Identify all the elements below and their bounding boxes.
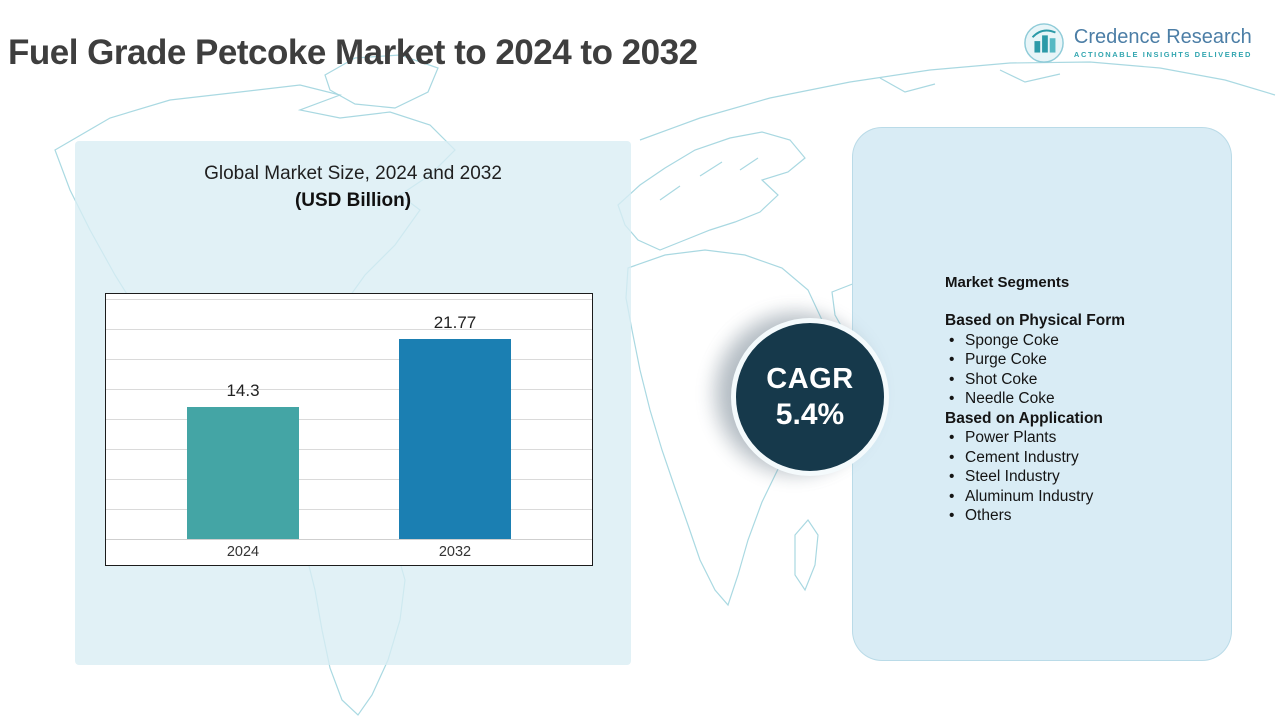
segment-item: Shot Coke	[945, 370, 1201, 390]
chart-x-axis: 2024 2032	[106, 539, 592, 565]
chart-title: Global Market Size, 2024 and 2032	[204, 163, 502, 184]
segments-heading: Market Segments	[945, 274, 1070, 291]
bar-2032	[399, 339, 511, 539]
chart-plot-area: 14.3 21.77	[106, 294, 592, 539]
bar-group-2024: 14.3	[168, 381, 318, 539]
credence-logo-icon	[1024, 23, 1064, 63]
segments-panel: Market Segments Based on Physical Form S…	[852, 127, 1232, 661]
brand-logo: Credence Research Actionable Insights De…	[1023, 22, 1252, 64]
market-size-panel: Global Market Size, 2024 and 2032 (USD B…	[75, 141, 631, 665]
axis-label-2032: 2032	[438, 544, 472, 560]
physical-form-list: Sponge Coke Purge Coke Shot Coke Needle …	[945, 331, 1201, 409]
cagr-value: 5.4%	[775, 397, 845, 431]
bar-group-2032: 21.77	[380, 313, 530, 539]
page-title: Fuel Grade Petcoke Market to 2024 to 203…	[8, 33, 698, 73]
segment-group-physical-form: Based on Physical Form Sponge Coke Purge…	[945, 311, 1201, 409]
segment-item: Cement Industry	[945, 448, 1201, 468]
segment-item: Aluminum Industry	[945, 487, 1201, 507]
cagr-label: CAGR	[766, 362, 854, 395]
segment-item: Others	[945, 506, 1201, 526]
segment-item: Power Plants	[945, 428, 1201, 448]
bar-2024	[187, 407, 299, 539]
bar-chart: 14.3 21.77 2024 2032	[105, 293, 593, 566]
segment-item: Purge Coke	[945, 350, 1201, 370]
bar-value-label-2032: 21.77	[433, 313, 477, 332]
cagr-badge: CAGR 5.4%	[731, 318, 889, 476]
brand-name: Credence Research	[1073, 26, 1252, 48]
chart-subtitle: (USD Billion)	[294, 190, 412, 211]
group-heading-physical-form: Based on Physical Form	[945, 312, 1126, 329]
group-heading-application: Based on Application	[945, 409, 1103, 427]
segment-item: Steel Industry	[945, 467, 1201, 487]
axis-label-2024: 2024	[226, 544, 260, 560]
brand-tagline: Actionable Insights Delivered	[1073, 50, 1252, 59]
bar-value-label-2024: 14.3	[226, 381, 260, 400]
segments-content: Market Segments Based on Physical Form S…	[945, 274, 1201, 526]
segment-item: Sponge Coke	[945, 331, 1201, 351]
application-list: Power Plants Cement Industry Steel Indus…	[945, 428, 1201, 526]
segment-group-application: Based on Application Power Plants Cement…	[945, 409, 1201, 526]
segment-item: Needle Coke	[945, 389, 1201, 409]
